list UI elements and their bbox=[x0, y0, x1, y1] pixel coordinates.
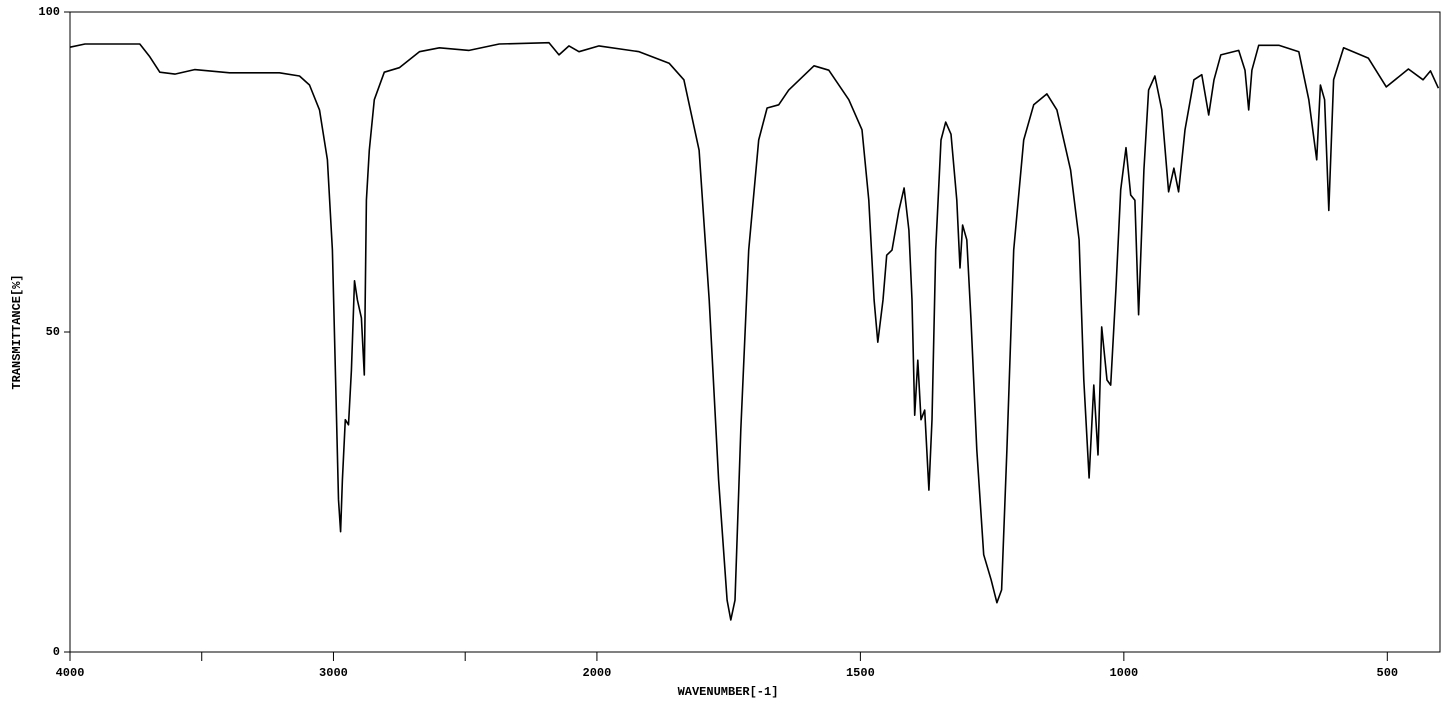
x-tick-label: 2000 bbox=[583, 666, 612, 680]
x-tick-label: 1500 bbox=[846, 666, 875, 680]
y-tick-label: 0 bbox=[53, 645, 60, 659]
spectrum-line bbox=[69, 41, 1440, 621]
x-tick-label: 3000 bbox=[319, 666, 348, 680]
x-tick-label: 500 bbox=[1377, 666, 1399, 680]
x-axis-label: WAVENUMBER[-1] bbox=[678, 685, 779, 699]
x-tick-label: 1000 bbox=[1109, 666, 1138, 680]
y-tick-label: 100 bbox=[38, 5, 60, 19]
x-tick-label: 4000 bbox=[56, 666, 85, 680]
y-tick-label: 50 bbox=[46, 325, 60, 339]
y-axis-label: TRANSMITTANCE[%] bbox=[10, 274, 24, 389]
plot-frame bbox=[69, 11, 1441, 653]
